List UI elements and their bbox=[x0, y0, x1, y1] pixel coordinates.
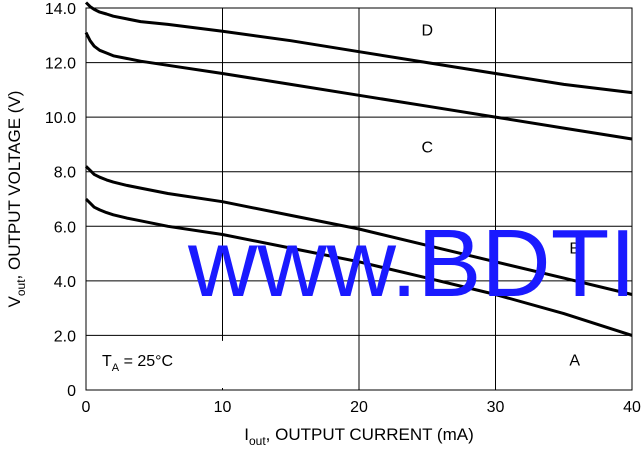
x-tick-label: 30 bbox=[487, 399, 505, 416]
y-tick-labels: 0 2.0 4.0 6.0 8.0 10.0 12.0 14.0 bbox=[45, 1, 76, 400]
y-tick-label: 4.0 bbox=[54, 274, 76, 291]
series-labels: A B C D bbox=[421, 22, 580, 369]
x-tick-label: 40 bbox=[623, 399, 641, 416]
y-tick-label: 12.0 bbox=[45, 56, 76, 73]
series-line-a bbox=[84, 197, 633, 337]
temperature-annotation: TA = 25°C bbox=[102, 353, 173, 374]
series-label-a: A bbox=[569, 352, 580, 369]
plot-frame bbox=[85, 7, 633, 391]
x-tick-label: 20 bbox=[350, 399, 368, 416]
y-tick-label: 0 bbox=[67, 383, 76, 400]
x-tick-label: 10 bbox=[214, 399, 232, 416]
series-lines bbox=[84, 1, 633, 337]
y-tick-label: 6.0 bbox=[54, 219, 76, 236]
y-tick-label: 10.0 bbox=[45, 110, 76, 127]
watermark-text: www.BDTI bbox=[187, 210, 636, 317]
x-tick-label: 0 bbox=[82, 399, 91, 416]
series-line-c bbox=[84, 31, 633, 141]
series-label-b: B bbox=[569, 241, 580, 258]
series-line-b bbox=[84, 165, 633, 296]
series-line-d bbox=[84, 1, 633, 95]
series-label-d: D bbox=[421, 22, 433, 39]
x-tick-labels: 0 10 20 30 40 bbox=[82, 399, 641, 416]
x-axis-label: Iout, OUTPUT CURRENT (mA) bbox=[244, 425, 474, 448]
y-tick-label: 8.0 bbox=[54, 165, 76, 182]
y-tick-label: 14.0 bbox=[45, 1, 76, 18]
temperature-annotation-box bbox=[88, 340, 238, 388]
y-tick-label: 2.0 bbox=[54, 328, 76, 345]
series-label-c: C bbox=[421, 140, 433, 157]
y-axis-label: Vout, OUTPUT VOLTAGE (V) bbox=[5, 91, 28, 308]
